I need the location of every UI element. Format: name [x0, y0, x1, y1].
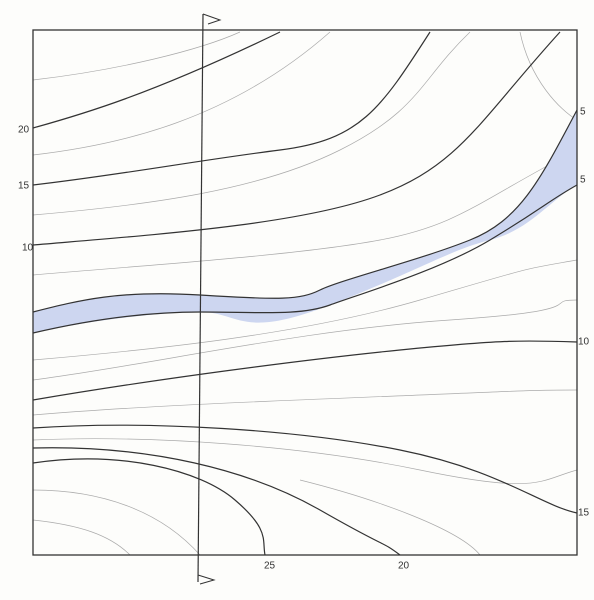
minor-contours — [32, 31, 578, 556]
contour-label: 20 — [18, 125, 30, 136]
contour-label: 15 — [578, 508, 590, 519]
map-frame — [32, 29, 578, 556]
section-line — [197, 13, 222, 585]
contour-label: 10 — [578, 337, 590, 348]
major-contours — [32, 31, 578, 556]
contour-label: 25 — [264, 561, 276, 572]
contour-label: 10 — [22, 243, 34, 254]
contour-label: 20 — [398, 561, 410, 572]
contour-label: 5 — [580, 107, 586, 118]
river — [33, 110, 577, 333]
contour-label: 5 — [580, 175, 586, 186]
contour-label: 15 — [18, 181, 30, 192]
